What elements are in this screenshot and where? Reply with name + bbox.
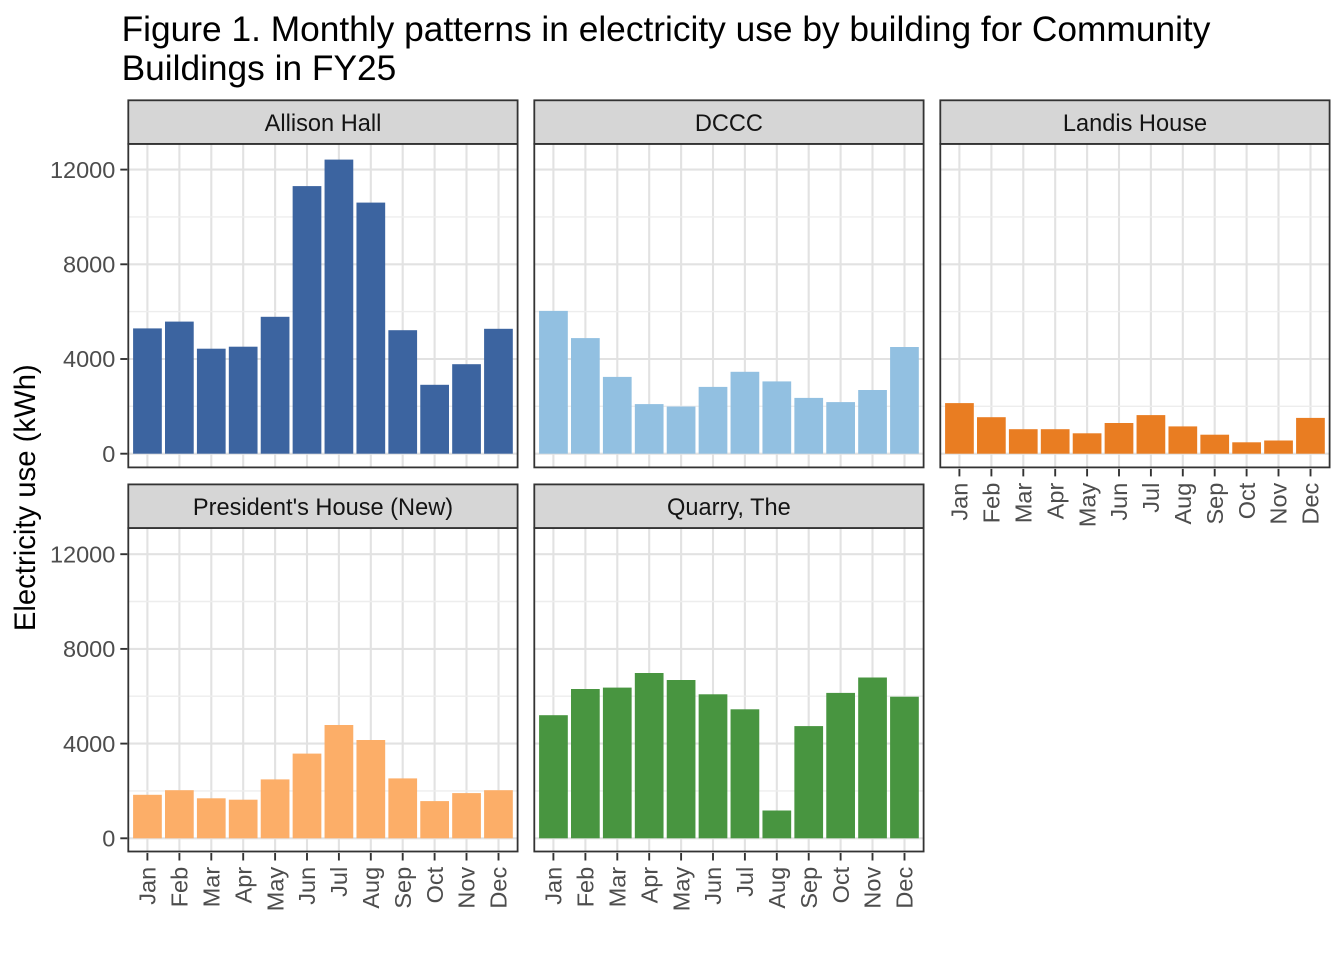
svg-text:4000: 4000 (63, 346, 115, 372)
svg-text:Feb: Feb (979, 483, 1005, 524)
svg-text:DCCC: DCCC (695, 111, 763, 137)
svg-text:Jun: Jun (294, 867, 320, 905)
svg-text:Jan: Jan (135, 867, 161, 905)
svg-text:Aug: Aug (1170, 483, 1196, 525)
svg-text:Dec: Dec (486, 867, 512, 909)
svg-text:Allison Hall: Allison Hall (265, 111, 382, 137)
svg-text:Jun: Jun (1106, 483, 1132, 521)
svg-text:Sep: Sep (1202, 483, 1228, 525)
svg-text:Aug: Aug (358, 867, 384, 909)
svg-text:Jun: Jun (700, 867, 726, 905)
svg-text:Nov: Nov (454, 867, 480, 909)
svg-text:Oct: Oct (422, 866, 448, 903)
svg-text:Feb: Feb (167, 867, 193, 908)
svg-text:May: May (262, 867, 288, 912)
svg-text:Mar: Mar (1011, 483, 1037, 524)
svg-text:Electricity use (kWh): Electricity use (kWh) (9, 364, 42, 631)
svg-text:Oct: Oct (1234, 482, 1260, 519)
svg-text:12000: 12000 (50, 157, 115, 183)
svg-text:President's House (New): President's House (New) (193, 495, 453, 521)
svg-text:Jan: Jan (541, 867, 567, 905)
svg-text:Mar: Mar (605, 867, 631, 908)
svg-text:0: 0 (102, 441, 115, 467)
svg-text:Jul: Jul (732, 867, 758, 897)
svg-text:Dec: Dec (1298, 482, 1324, 524)
svg-text:Landis House: Landis House (1063, 111, 1207, 137)
svg-text:Aug: Aug (764, 867, 790, 909)
svg-text:Nov: Nov (1266, 482, 1292, 524)
svg-text:May: May (668, 867, 694, 912)
svg-text:Apr: Apr (230, 867, 256, 904)
svg-text:0: 0 (102, 826, 115, 852)
svg-text:Apr: Apr (636, 867, 662, 904)
svg-text:4000: 4000 (63, 731, 115, 757)
svg-text:Quarry, The: Quarry, The (667, 495, 791, 521)
svg-text:Oct: Oct (828, 866, 854, 903)
svg-text:Sep: Sep (390, 867, 416, 909)
svg-text:Mar: Mar (199, 867, 225, 908)
svg-text:Nov: Nov (860, 867, 886, 909)
svg-text:Jul: Jul (1138, 483, 1164, 513)
svg-text:Buildings in FY25: Buildings in FY25 (122, 49, 397, 88)
svg-text:12000: 12000 (50, 541, 115, 567)
svg-text:8000: 8000 (63, 636, 115, 662)
svg-text:Apr: Apr (1042, 483, 1068, 520)
svg-text:8000: 8000 (63, 252, 115, 278)
svg-text:May: May (1074, 482, 1100, 527)
svg-text:Jul: Jul (326, 867, 352, 897)
svg-text:Jan: Jan (947, 483, 973, 521)
svg-text:Sep: Sep (796, 867, 822, 909)
svg-text:Dec: Dec (892, 867, 918, 909)
svg-text:Feb: Feb (573, 867, 599, 908)
svg-text:Figure 1. Monthly patterns in: Figure 1. Monthly patterns in electricit… (122, 10, 1211, 49)
